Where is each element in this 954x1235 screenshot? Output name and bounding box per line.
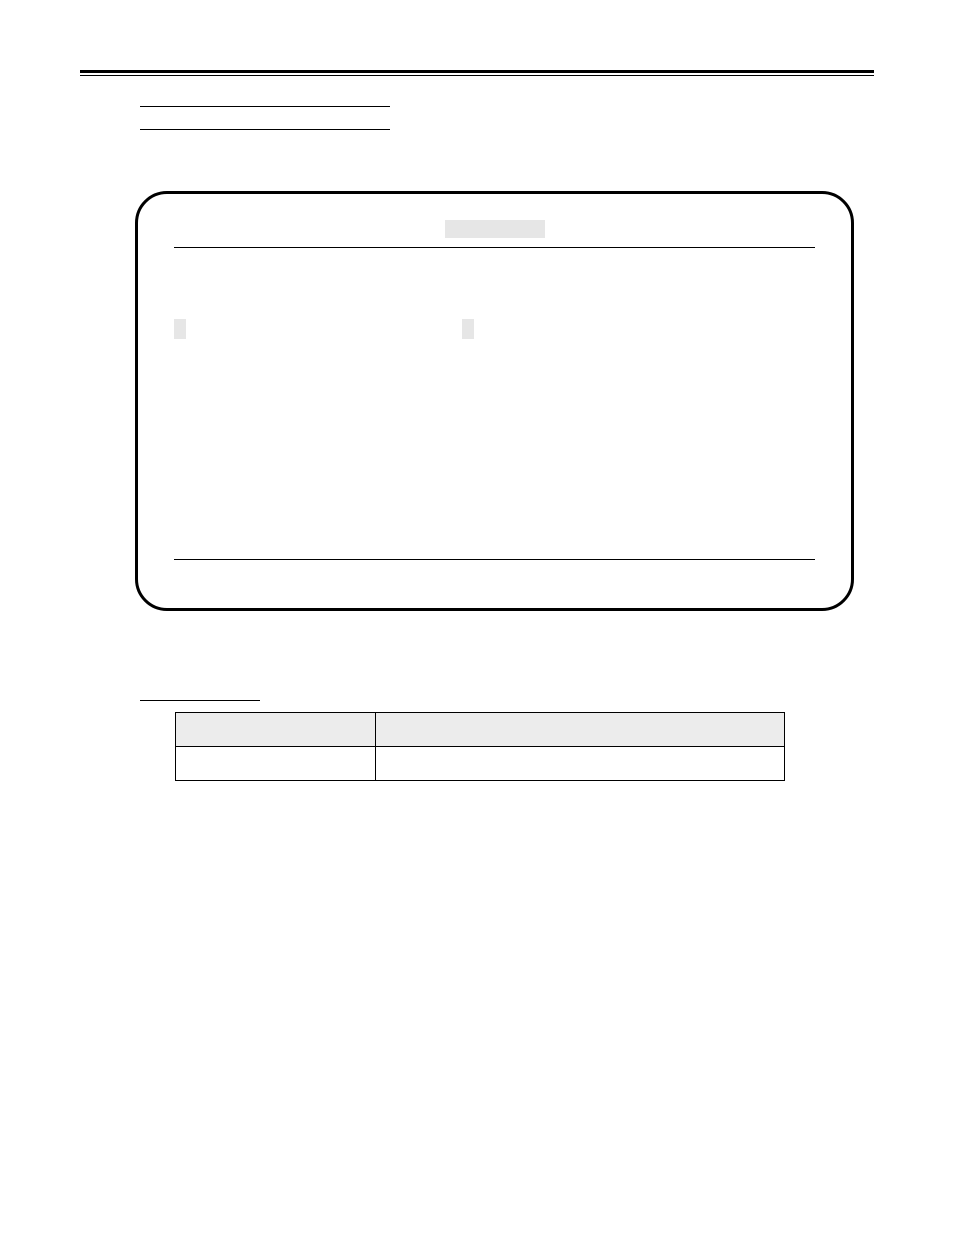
screen-panel <box>135 191 854 611</box>
page-top-rule <box>80 70 874 76</box>
data-table <box>175 712 785 781</box>
screen-row2-value-wrap <box>456 321 815 337</box>
screen-footer <box>174 559 815 582</box>
subsection-title <box>140 683 260 701</box>
subsection-heading-wrap <box>80 683 874 712</box>
screen-row2-value-highlight <box>462 319 474 339</box>
table-row <box>176 747 785 781</box>
table-header-cell <box>376 713 785 747</box>
screen-footer-rule <box>174 559 815 560</box>
page <box>0 0 954 1235</box>
table-cell <box>176 747 376 781</box>
screen-row1-value <box>456 278 815 298</box>
screen-title-row <box>174 218 815 248</box>
section-heading <box>140 106 874 133</box>
table-header-cell <box>176 713 376 747</box>
section-title <box>140 106 390 130</box>
screen-row2-label-highlight <box>174 319 186 339</box>
table-wrap <box>175 712 785 781</box>
section-description <box>140 143 874 161</box>
screen-row-1 <box>174 278 815 298</box>
screen-body <box>174 248 815 340</box>
screen-footer-text <box>174 566 815 582</box>
table-header-row <box>176 713 785 747</box>
table-cell <box>376 747 785 781</box>
screen-title-highlight <box>445 220 545 238</box>
screen-row1-label <box>174 278 456 298</box>
screen-row-2 <box>174 318 815 340</box>
screen-row2-label-wrap <box>174 321 456 337</box>
instruction-text <box>140 641 874 659</box>
